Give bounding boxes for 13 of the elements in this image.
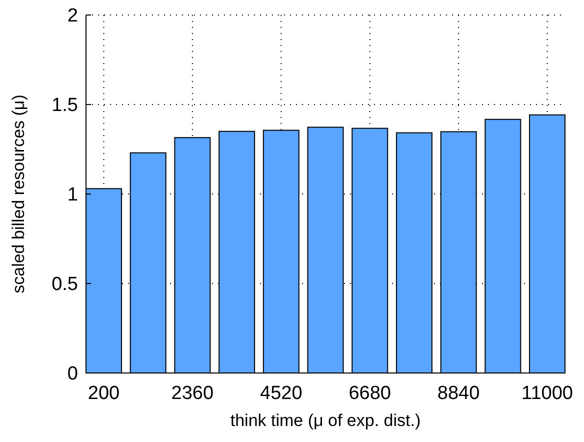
y-tick-label: 1.5 xyxy=(52,95,78,116)
x-tick-label: 200 xyxy=(88,383,120,404)
x-tick-label: 8840 xyxy=(437,383,480,404)
x-tick-label: 11000 xyxy=(522,383,573,404)
x-axis-title: think time (μ of exp. dist.) xyxy=(230,411,421,430)
y-tick-label: 0 xyxy=(67,364,78,385)
x-tick-label: 6680 xyxy=(348,383,391,404)
y-tick-label: 2 xyxy=(67,6,78,27)
x-tick-label: 2360 xyxy=(171,383,214,404)
y-tick-label: 1 xyxy=(67,184,78,206)
x-tick-label: 4520 xyxy=(260,383,302,404)
y-tick-label: 0.5 xyxy=(52,274,78,296)
y-axis-title: scaled billed resources (μ) xyxy=(9,94,28,294)
